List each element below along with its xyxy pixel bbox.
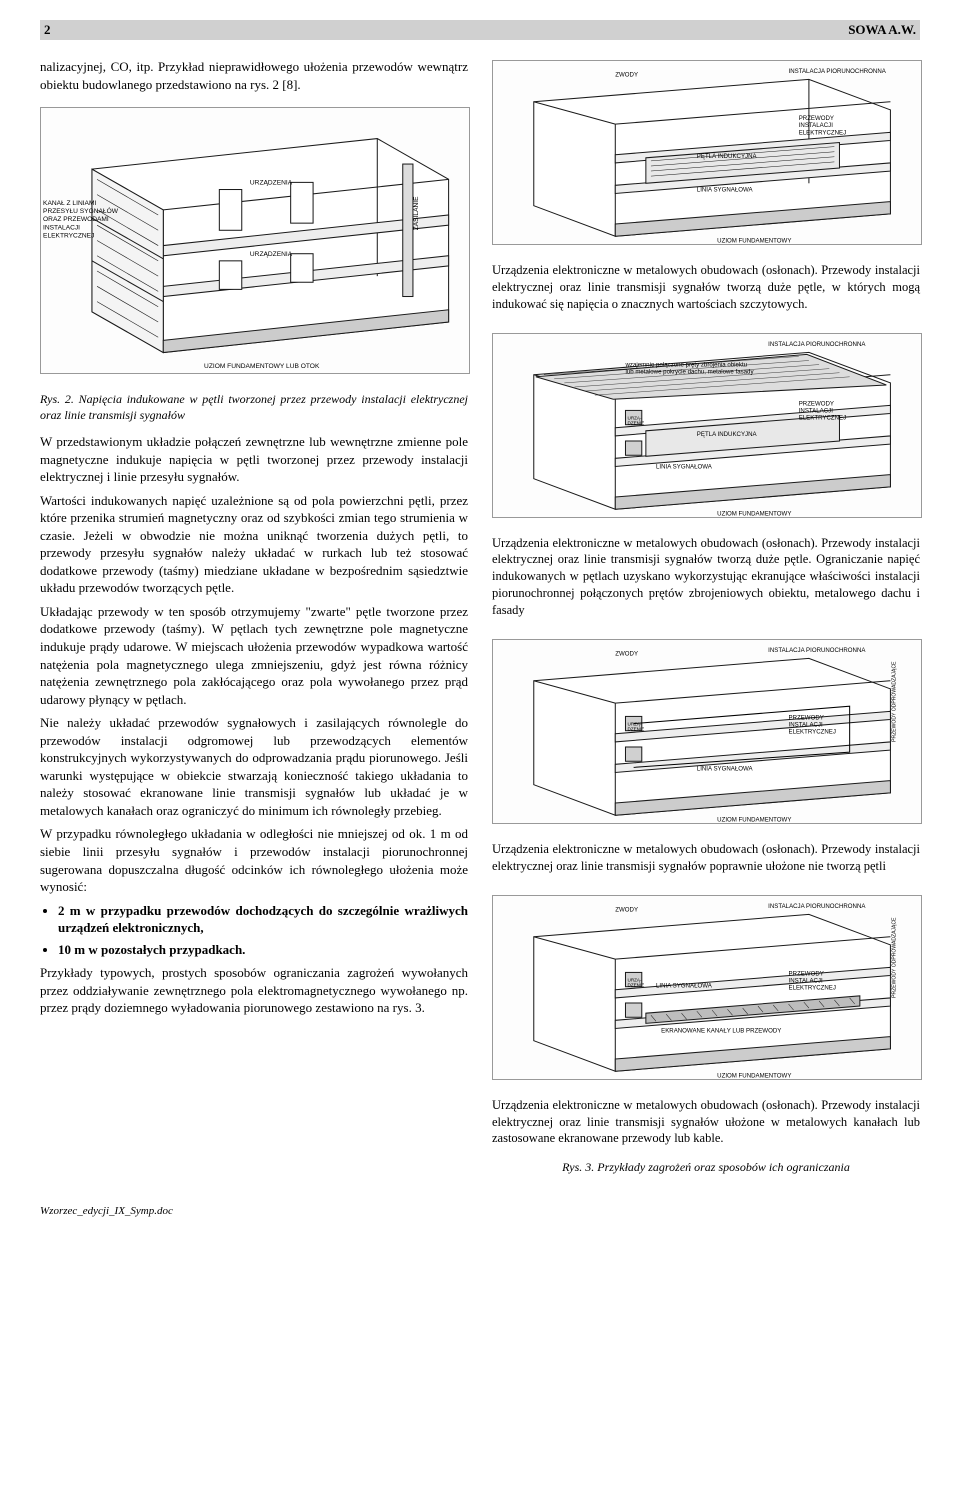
d2-label-wzaj: wzajemnie połączone pręty zbrojenia obie… [624, 361, 754, 375]
d2-label-top: INSTALACJA PIORUNOCHRONNA [768, 341, 866, 348]
d1-label-uzion: UZIOM FUNDAMENTOWY [717, 237, 791, 244]
d4-label-ekran: EKRANOWANE KANAŁY LUB PRZEWODY [661, 1027, 781, 1034]
d3-label-uzion: UZIOM FUNDAMENTOWY [717, 816, 791, 823]
fig2-label-urz2: URZĄDZENIA [250, 251, 293, 258]
d2-caption: Urządzenia elektroniczne w metalowych ob… [492, 535, 920, 619]
body-p4: Nie należy układać przewodów sygnałowych… [40, 714, 468, 819]
fig2-caption: Rys. 2. Napięcia indukowane w pętli twor… [40, 391, 468, 423]
d4-label-odpr: PRZEWODY ODPROWADZAJĄCE [892, 917, 898, 998]
intro-paragraph: nalizacyjnej, CO, itp. Przykład nieprawi… [40, 58, 468, 93]
fig2-label-uzion: UZIOM FUNDAMENTOWY LUB OTOK [204, 363, 320, 370]
d3-label-top: INSTALACJA PIORUNOCHRONNA [768, 647, 866, 654]
fig3-caption: Rys. 3. Przykłady zagrożeń oraz sposobów… [492, 1159, 920, 1175]
fig2-diagram: KANAŁ Z LINIAMI PRZESYŁU SYGNAŁÓW ORAZ P… [40, 107, 470, 374]
body-p3: Układając przewody w ten sposób otrzymuj… [40, 603, 468, 708]
d4-caption: Urządzenia elektroniczne w metalowych ob… [492, 1097, 920, 1148]
bullet-1-text: 2 m w przypadku przewodów dochodzących d… [58, 903, 468, 936]
bullet-1: 2 m w przypadku przewodów dochodzących d… [58, 902, 468, 937]
body-p2: Wartości indukowanych napięć uzależnione… [40, 492, 468, 597]
d4-label-top: INSTALACJA PIORUNOCHRONNA [768, 903, 866, 910]
body-p6: Przykłady typowych, prostych sposobów og… [40, 964, 468, 1017]
left-column: nalizacyjnej, CO, itp. Przykład nieprawi… [40, 52, 468, 1185]
d1-label-inst: INSTALACJA PIORUNOCHRONNA [789, 68, 887, 75]
page: 2 SOWA A.W. nalizacyjnej, CO, itp. Przyk… [0, 0, 960, 1247]
d4-label-uzion: UZIOM FUNDAMENTOWY [717, 1072, 791, 1079]
d4-label-linia: LINIA SYGNAŁOWA [656, 982, 713, 989]
d1-label-zwody: ZWODY [615, 71, 638, 78]
bullet-2-text: 10 m w pozostałych przypadkach. [58, 942, 245, 957]
d3-caption: Urządzenia elektroniczne w metalowych ob… [492, 841, 920, 875]
right-diagram-1: ZWODY INSTALACJA PIORUNOCHRONNA PRZEWODY… [492, 60, 922, 245]
right-diagram-2: INSTALACJA PIORUNOCHRONNA wzajemnie połą… [492, 333, 922, 518]
d3-label-linia: LINIA SYGNAŁOWA [697, 765, 754, 772]
d2-label-uzion: UZIOM FUNDAMENTOWY [717, 510, 791, 517]
page-number: 2 [44, 22, 51, 38]
d1-label-linia: LINIA SYGNAŁOWA [697, 186, 754, 193]
d2-label-linia: LINIA SYGNAŁOWA [656, 463, 713, 470]
page-header: 2 SOWA A.W. [40, 20, 920, 40]
right-diagram-3: INSTALACJA PIORUNOCHRONNA ZWODY URZĄ-DZE… [492, 639, 922, 824]
body-p1: W przedstawionym układzie połączeń zewnę… [40, 433, 468, 486]
fig2-label-zasil: ZASILANIE [413, 196, 420, 230]
footer-filename: Wzorzec_edycji_IX_Symp.doc [40, 1205, 920, 1217]
d4-label-zwody: ZWODY [615, 906, 638, 913]
two-column-layout: nalizacyjnej, CO, itp. Przykład nieprawi… [40, 52, 920, 1185]
d1-caption: Urządzenia elektroniczne w metalowych ob… [492, 262, 920, 313]
d1-label-petla: PĘTLA INDUKCYJNA [697, 153, 758, 160]
d2-label-petla: PĘTLA INDUKCYJNA [697, 430, 758, 437]
d3-label-zwody: ZWODY [615, 650, 638, 657]
bullet-2: 10 m w pozostałych przypadkach. [58, 941, 468, 959]
body-p5: W przypadku równoległego układania w odl… [40, 825, 468, 895]
right-diagram-4: INSTALACJA PIORUNOCHRONNA ZWODY URZĄ-DZE… [492, 895, 922, 1080]
d3-label-odpr: PRZEWODY ODPROWADZAJĄCE [892, 661, 898, 742]
right-column: ZWODY INSTALACJA PIORUNOCHRONNA PRZEWODY… [492, 52, 920, 1185]
body-bullets: 2 m w przypadku przewodów dochodzących d… [40, 902, 468, 959]
fig2-label-urz1: URZĄDZENIA [250, 180, 293, 187]
header-author: SOWA A.W. [848, 22, 916, 38]
